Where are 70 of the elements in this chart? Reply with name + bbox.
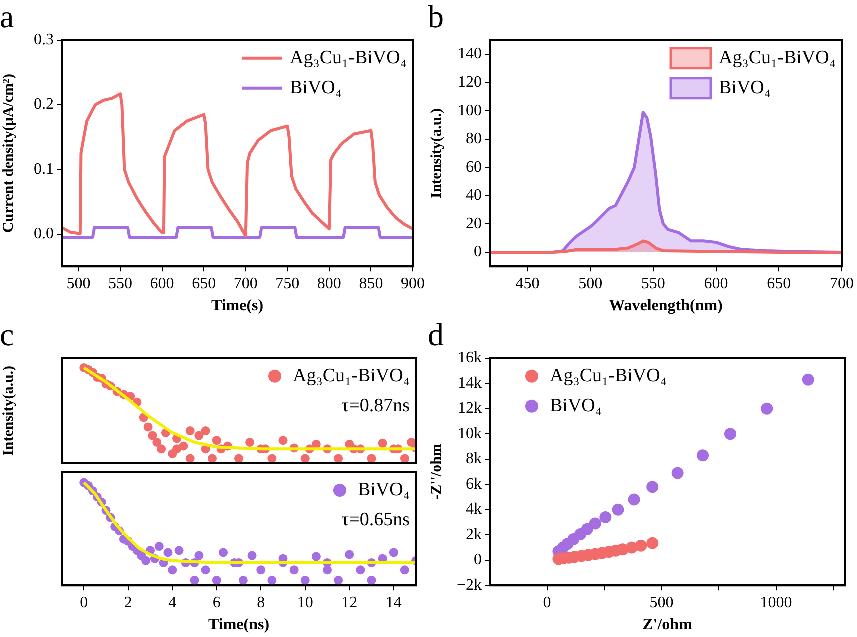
y-tick-label: 40 (466, 187, 482, 204)
legend-label: BiVO₄ (550, 395, 602, 416)
x-tick-label: 8 (257, 594, 266, 612)
y-tick-label: 8k (466, 450, 482, 468)
y-tick-label: 10k (458, 425, 482, 442)
legend-label: Ag₃Cu₁-BiVO₄ (293, 365, 410, 386)
x-tick-label: 650 (767, 275, 792, 292)
y-tick-label: 0.3 (34, 32, 54, 49)
chart-title: b (428, 0, 444, 35)
x-axis-title: Time(ns) (208, 616, 270, 634)
y-tick-label: −2k (456, 576, 482, 594)
x-tick-label: 500 (66, 275, 91, 292)
y-axis-title: Intensity(a.u.) (0, 366, 17, 456)
x-tick-label: 10 (297, 594, 314, 612)
y-axis-title: Intensity(a.u.) (428, 108, 445, 199)
legend-label: BiVO₄ (719, 77, 772, 98)
legend-label: Ag₃Cu₁-BiVO₄ (719, 47, 836, 68)
annotation: τ=0.87ns (342, 395, 410, 416)
x-tick-label: 500 (650, 594, 674, 612)
x-tick-label: 0 (543, 594, 552, 612)
x-tick-label: 700 (234, 275, 258, 292)
chart-title: c (0, 316, 14, 353)
y-tick-label: 14k (458, 374, 482, 392)
y-tick-label: 4k (466, 501, 482, 518)
x-axis-title: Z'/ohm (642, 616, 694, 634)
y-tick-label: 20 (466, 215, 482, 232)
y-tick-label: 80 (466, 130, 482, 148)
y-tick-label: 2k (466, 526, 482, 544)
x-tick-label: 600 (704, 275, 728, 292)
x-tick-label: 600 (150, 275, 174, 292)
x-tick-label: 14 (386, 594, 402, 612)
x-tick-label: 750 (276, 275, 300, 292)
annotation: τ=0.65ns (342, 509, 410, 530)
x-tick-label: 450 (516, 275, 540, 292)
x-tick-label: 850 (359, 275, 384, 292)
x-tick-label: 700 (830, 275, 854, 292)
y-tick-label: 140 (458, 46, 482, 63)
y-tick-label: 0.2 (34, 96, 54, 114)
y-tick-label: 0 (474, 552, 482, 569)
y-tick-label: 16k (458, 350, 482, 367)
y-tick-label: 0.0 (34, 225, 54, 242)
x-axis-title: Wavelength(nm) (609, 298, 723, 315)
x-axis-title: Time(s) (211, 298, 264, 315)
x-tick-label: 550 (641, 275, 666, 292)
chart-title: a (0, 0, 14, 35)
x-tick-label: 500 (578, 275, 603, 292)
x-tick-label: 4 (168, 594, 177, 612)
legend-label: BiVO₄ (358, 479, 410, 500)
x-tick-label: 550 (108, 275, 132, 292)
x-tick-label: 0 (80, 594, 88, 612)
y-axis-title: Current density(μA/cm²) (0, 74, 17, 233)
legend-label: Ag₃Cu₁-BiVO₄ (550, 365, 667, 386)
y-tick-label: 12k (458, 400, 482, 418)
y-tick-label: 60 (466, 158, 482, 176)
y-axis-title: -Z''/ohm (428, 444, 445, 500)
x-tick-label: 650 (192, 275, 216, 292)
x-tick-label: 1000 (760, 594, 792, 612)
y-tick-label: 120 (458, 74, 482, 92)
y-tick-label: 0 (474, 244, 482, 261)
chart-title: d (428, 316, 444, 353)
legend-label: Ag₃Cu₁-BiVO₄ (290, 47, 408, 68)
x-tick-label: 6 (212, 594, 221, 612)
x-tick-label: 2 (124, 594, 132, 612)
y-tick-label: 6k (466, 476, 482, 493)
y-tick-label: 100 (458, 102, 482, 120)
y-tick-label: 0.1 (34, 160, 54, 178)
x-tick-label: 900 (401, 275, 425, 292)
x-tick-label: 12 (342, 594, 358, 612)
legend-label: BiVO₄ (290, 77, 342, 98)
x-tick-label: 800 (317, 275, 342, 292)
